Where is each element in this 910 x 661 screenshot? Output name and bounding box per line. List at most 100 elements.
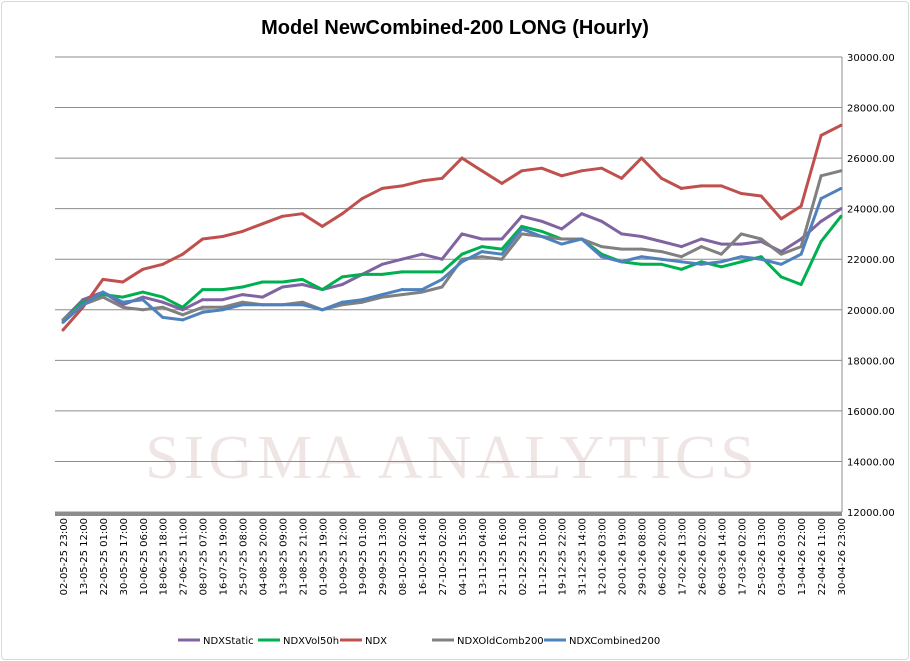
data-point-ndx: [221, 234, 225, 238]
data-point-ndxoldcomb200: [679, 255, 683, 259]
data-point-ndxcombined200: [300, 303, 304, 307]
data-point-ndx: [141, 267, 145, 271]
data-point-ndxvol50h: [819, 240, 823, 244]
x-tick-label: 08-10-25 02:00: [398, 518, 409, 595]
data-point-ndxoldcomb200: [779, 252, 783, 256]
data-point-ndx: [719, 184, 723, 188]
data-point-ndx: [540, 166, 544, 170]
data-point-ndx: [241, 229, 245, 233]
data-point-ndxvol50h: [520, 224, 524, 228]
x-tick-label: 17-03-26 02:00: [737, 518, 748, 595]
data-point-ndxstatic: [719, 242, 723, 246]
data-point-ndxoldcomb200: [221, 305, 225, 309]
x-tick-label: 21-08-25 21:00: [298, 518, 309, 595]
y-tick-label: 30000.00: [847, 53, 895, 64]
data-point-ndxstatic: [640, 234, 644, 238]
data-point-ndx: [600, 166, 604, 170]
data-point-ndxstatic: [161, 300, 165, 304]
y-tick-label: 26000.00: [847, 154, 895, 165]
data-point-ndxoldcomb200: [839, 169, 843, 173]
data-point-ndxoldcomb200: [181, 313, 185, 317]
data-point-ndxvol50h: [839, 214, 843, 218]
data-point-ndxstatic: [181, 308, 185, 312]
data-point-ndxstatic: [260, 295, 264, 299]
data-point-ndxcombined200: [540, 234, 544, 238]
data-point-ndxvol50h: [440, 270, 444, 274]
data-point-ndxcombined200: [640, 255, 644, 259]
data-point-ndxvol50h: [699, 260, 703, 264]
data-point-ndx: [679, 186, 683, 190]
y-tick-label: 20000.00: [847, 306, 895, 317]
x-tick-label: 22-04-26 11:00: [817, 518, 828, 595]
data-point-ndxvol50h: [300, 277, 304, 281]
x-tick-label: 12-01-26 03:00: [598, 518, 609, 595]
y-tick-label: 12000.00: [847, 508, 895, 519]
data-point-ndx: [620, 176, 624, 180]
data-point-ndxvol50h: [719, 265, 723, 269]
data-point-ndxcombined200: [121, 300, 125, 304]
data-point-ndx: [121, 280, 125, 284]
legend-item-ndxstatic: NDXStatic: [178, 636, 254, 647]
data-point-ndxcombined200: [839, 186, 843, 190]
watermark-text: SIGMA ANALYTICS: [145, 424, 759, 492]
data-point-ndxvol50h: [480, 245, 484, 249]
data-point-ndxcombined200: [340, 300, 344, 304]
data-point-ndxoldcomb200: [640, 247, 644, 251]
x-tick-label: 13-11-25 04:00: [478, 518, 489, 595]
data-point-ndxoldcomb200: [400, 293, 404, 297]
data-point-ndxvol50h: [739, 260, 743, 264]
data-point-ndxvol50h: [161, 295, 165, 299]
y-tick-label: 28000.00: [847, 104, 895, 115]
x-tick-label: 16-07-25 19:00: [219, 518, 230, 595]
data-point-ndxstatic: [340, 283, 344, 286]
data-point-ndxstatic: [679, 245, 683, 249]
x-tick-label: 04-11-25 15:00: [458, 518, 469, 595]
data-point-ndxoldcomb200: [699, 245, 703, 249]
x-tick-label: 31-12-25 14:00: [578, 518, 589, 595]
data-point-ndxstatic: [280, 285, 284, 289]
x-tick-label: 27-06-25 11:00: [179, 518, 190, 595]
data-point-ndxcombined200: [739, 255, 743, 259]
data-point-ndxcombined200: [241, 303, 245, 307]
data-point-ndxstatic: [560, 227, 564, 231]
y-tick-label: 14000.00: [847, 457, 895, 468]
data-point-ndxvol50h: [221, 288, 225, 292]
data-point-ndxstatic: [739, 242, 743, 246]
data-point-ndxoldcomb200: [739, 232, 743, 236]
data-point-ndxvol50h: [320, 288, 324, 292]
series-line-ndxvol50h: [62, 215, 843, 322]
data-point-ndxcombined200: [400, 288, 404, 292]
data-point-ndxstatic: [221, 298, 225, 302]
data-point-ndxoldcomb200: [480, 255, 484, 259]
data-point-ndxvol50h: [799, 283, 803, 286]
data-point-ndxstatic: [380, 262, 384, 266]
data-point-ndxoldcomb200: [161, 305, 165, 309]
data-point-ndxcombined200: [580, 237, 584, 241]
data-point-ndxvol50h: [659, 262, 663, 266]
x-tick-label: 19-12-25 22:00: [558, 518, 569, 595]
x-tick-label: 16-10-25 14:00: [418, 518, 429, 595]
data-point-ndx: [739, 192, 743, 195]
data-point-ndxcombined200: [81, 303, 85, 307]
data-point-ndxstatic: [500, 237, 504, 241]
data-point-ndxvol50h: [340, 275, 344, 279]
data-point-ndxcombined200: [779, 262, 783, 266]
data-point-ndxstatic: [520, 214, 524, 218]
data-point-ndxcombined200: [360, 298, 364, 302]
data-point-ndxstatic: [480, 237, 484, 241]
data-point-ndxoldcomb200: [620, 247, 624, 251]
series-line-ndxcombined200: [62, 187, 842, 324]
data-point-ndxoldcomb200: [300, 300, 304, 304]
x-tick-label: 20-01-26 19:00: [618, 518, 629, 595]
x-tick-label: 13-08-25 09:00: [278, 518, 289, 595]
data-point-ndxoldcomb200: [201, 305, 205, 309]
data-point-ndxoldcomb200: [440, 285, 444, 289]
data-point-ndxvol50h: [540, 229, 544, 233]
data-point-ndxoldcomb200: [101, 295, 105, 299]
x-tick-label: 30-04-26 23:00: [837, 518, 848, 595]
x-tick-label: 18-06-25 18:00: [159, 518, 170, 595]
data-point-ndx: [420, 179, 424, 183]
data-point-ndx: [779, 217, 783, 221]
data-point-ndxstatic: [300, 283, 304, 286]
